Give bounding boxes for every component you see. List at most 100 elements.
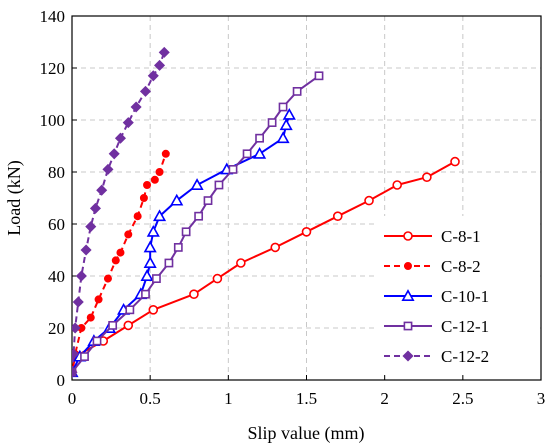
data-point bbox=[72, 296, 84, 308]
data-point bbox=[133, 212, 142, 221]
legend-marker bbox=[403, 261, 412, 270]
data-point bbox=[450, 156, 460, 167]
data-point bbox=[152, 209, 167, 222]
data-point bbox=[267, 118, 277, 127]
y-tick-label: 80 bbox=[48, 163, 65, 182]
data-point bbox=[164, 258, 174, 268]
data-point bbox=[214, 180, 224, 190]
data-point bbox=[155, 168, 164, 177]
data-point bbox=[147, 70, 159, 82]
x-tick-label: 3 bbox=[537, 389, 546, 408]
series-layer bbox=[72, 46, 460, 378]
data-point bbox=[146, 224, 160, 237]
y-tick-label: 40 bbox=[48, 267, 65, 286]
data-point bbox=[270, 242, 281, 253]
y-tick-label: 0 bbox=[57, 371, 66, 390]
legend-label: C-10-1 bbox=[441, 287, 489, 306]
y-axis-label: Load (kN) bbox=[4, 160, 25, 235]
data-point bbox=[72, 366, 78, 378]
data-point bbox=[190, 178, 204, 190]
series-C-12-2 bbox=[72, 46, 170, 378]
data-point bbox=[292, 87, 302, 96]
data-point bbox=[130, 101, 142, 113]
y-tick-label: 100 bbox=[40, 111, 66, 130]
data-point bbox=[125, 305, 135, 315]
data-point bbox=[189, 289, 199, 300]
x-tick-label: 2 bbox=[380, 389, 389, 408]
data-point bbox=[114, 132, 126, 144]
data-point bbox=[253, 146, 267, 159]
data-point bbox=[80, 352, 89, 361]
data-point bbox=[94, 295, 103, 304]
data-point bbox=[85, 221, 97, 233]
legend-marker bbox=[403, 231, 413, 241]
data-point bbox=[148, 304, 159, 315]
data-point bbox=[124, 230, 133, 239]
data-point bbox=[203, 196, 213, 205]
data-point bbox=[276, 131, 290, 144]
x-tick-label: 1.5 bbox=[296, 389, 317, 408]
data-point bbox=[75, 270, 87, 282]
data-point bbox=[92, 336, 102, 346]
data-point bbox=[255, 133, 264, 143]
y-tick-label: 120 bbox=[40, 59, 66, 78]
data-point bbox=[422, 172, 432, 182]
data-point bbox=[364, 195, 374, 206]
data-point bbox=[278, 102, 288, 112]
data-point bbox=[96, 184, 108, 196]
y-tick-label: 140 bbox=[40, 7, 66, 26]
x-tick-label: 0 bbox=[68, 389, 77, 408]
data-point bbox=[143, 181, 152, 190]
data-point bbox=[103, 274, 112, 283]
data-point bbox=[72, 322, 81, 334]
legend-label: C-8-2 bbox=[441, 257, 481, 276]
data-point bbox=[102, 163, 114, 175]
data-point bbox=[143, 256, 157, 268]
data-point bbox=[314, 71, 324, 81]
data-point bbox=[212, 273, 223, 284]
data-point bbox=[242, 149, 252, 159]
y-tick-label: 60 bbox=[48, 215, 65, 234]
x-axis-label: Slip value (mm) bbox=[248, 423, 365, 444]
x-tick-label: 0.5 bbox=[140, 389, 161, 408]
data-point bbox=[139, 194, 148, 203]
y-tick-label: 20 bbox=[48, 319, 65, 338]
legend-item: C-12-2 bbox=[384, 347, 489, 366]
data-point bbox=[154, 59, 166, 71]
data-point bbox=[301, 227, 312, 237]
axis-ticks: 0 0.5 1 1.5 2 2.5 3 0 20 40 60 80 100 120 140 bbox=[40, 7, 546, 408]
legend-marker bbox=[402, 350, 414, 362]
data-point bbox=[140, 269, 154, 281]
data-point bbox=[141, 289, 150, 299]
data-point bbox=[158, 46, 170, 58]
data-point bbox=[173, 243, 183, 252]
legend-item: C-8-1 bbox=[384, 227, 481, 246]
legend-label: C-12-2 bbox=[441, 347, 489, 366]
data-point bbox=[279, 118, 293, 131]
data-point bbox=[161, 149, 170, 158]
data-point bbox=[143, 240, 157, 253]
data-point bbox=[194, 211, 204, 221]
data-point bbox=[170, 193, 184, 206]
legend: C-8-1 C-8-2 C-10-1 C-12-1 C-12-2 bbox=[378, 216, 536, 374]
legend-item: C-12-1 bbox=[384, 317, 489, 336]
data-point bbox=[108, 320, 118, 330]
legend-marker bbox=[401, 289, 415, 301]
data-point bbox=[80, 244, 92, 256]
series-line bbox=[72, 52, 166, 373]
data-point bbox=[282, 107, 296, 120]
legend-marker bbox=[403, 321, 413, 331]
data-point bbox=[72, 348, 80, 360]
data-point bbox=[89, 202, 101, 214]
data-point bbox=[116, 248, 125, 257]
series-C-12-1 bbox=[72, 71, 324, 377]
data-point bbox=[123, 320, 134, 331]
legend-label: C-8-1 bbox=[441, 227, 481, 246]
data-point bbox=[236, 258, 246, 268]
data-point bbox=[108, 148, 120, 160]
data-point bbox=[181, 227, 191, 237]
legend-label: C-12-1 bbox=[441, 317, 489, 336]
data-point bbox=[152, 274, 161, 283]
data-point bbox=[86, 313, 95, 322]
